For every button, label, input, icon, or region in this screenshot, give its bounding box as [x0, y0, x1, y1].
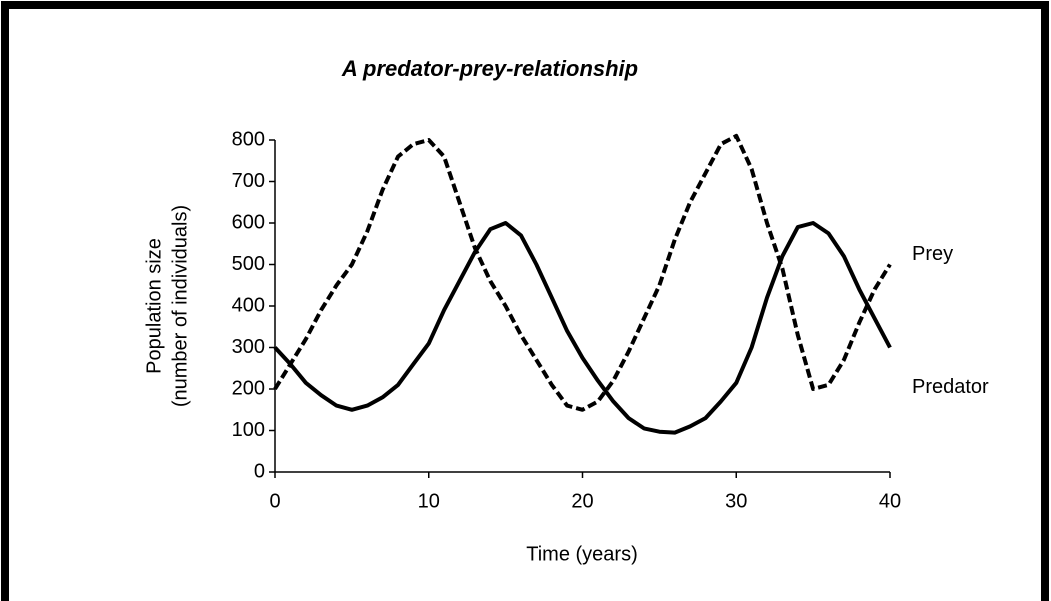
y-axis-label-line: Population size — [143, 238, 165, 374]
series-line — [273, 221, 892, 435]
y-tick-label: 200 — [232, 377, 265, 399]
series-label: Prey — [912, 243, 953, 265]
y-tick-label: 0 — [254, 460, 265, 482]
series-label: Predator — [912, 376, 989, 398]
x-tick-label: 20 — [571, 490, 593, 512]
y-tick-label: 600 — [232, 211, 265, 233]
y-axis-label: Population size (number of individuals) — [143, 205, 191, 407]
x-tick-label: 10 — [418, 490, 440, 512]
y-axis-label-line: (number of individuals) — [169, 205, 191, 407]
y-tick-label: 400 — [232, 294, 265, 316]
y-tick-label: 700 — [232, 170, 265, 192]
x-tick-label: 40 — [879, 490, 901, 512]
x-tick-label: 0 — [269, 490, 280, 512]
series-line — [273, 133, 892, 412]
chart-title: A predator-prey-relationship — [341, 56, 638, 81]
x-tick-label: 30 — [725, 490, 747, 512]
x-axis-label: Time (years) — [526, 543, 637, 565]
y-tick-label: 100 — [232, 419, 265, 441]
y-tick-label: 500 — [232, 253, 265, 275]
y-tick-label: 300 — [232, 336, 265, 358]
y-tick-label: 800 — [232, 128, 265, 150]
